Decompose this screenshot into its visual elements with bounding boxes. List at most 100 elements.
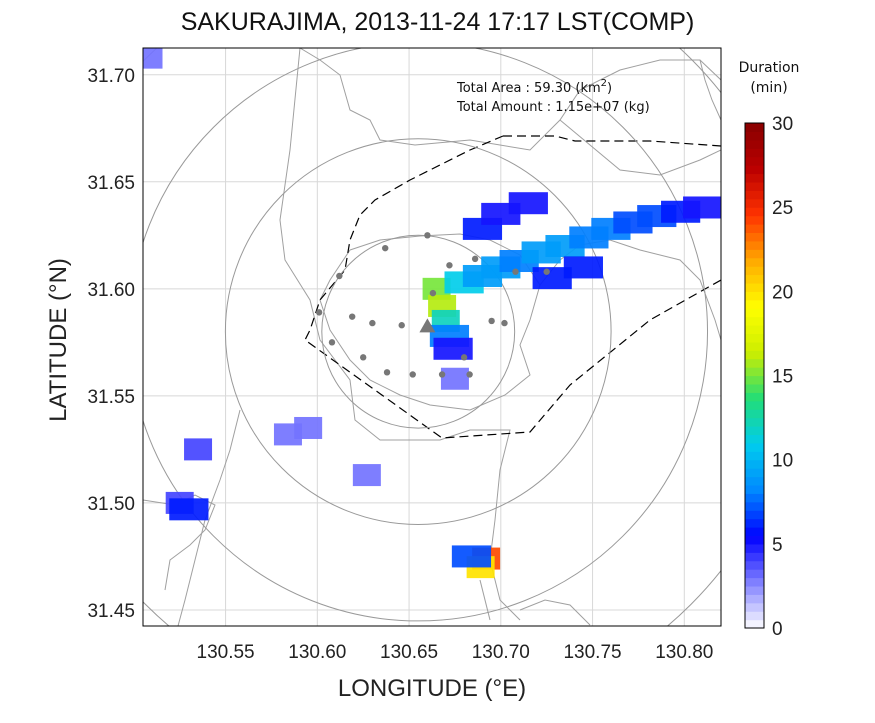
ash-cell	[143, 48, 163, 69]
colorbar-segment	[745, 173, 764, 183]
colorbar-segment	[745, 527, 764, 537]
colorbar-segment	[745, 569, 764, 579]
colorbar-segment	[745, 190, 764, 200]
station-marker	[471, 255, 479, 263]
colorbar-segment	[745, 367, 764, 377]
colorbar-segment	[745, 560, 764, 570]
station-marker	[336, 272, 343, 280]
colorbar-segment	[745, 434, 764, 444]
colorbar-segment	[745, 451, 764, 461]
range-ring	[143, 48, 708, 622]
station-marker	[488, 317, 495, 325]
ash-cell	[184, 438, 213, 461]
colorbar-segment	[745, 282, 764, 292]
ash-cell	[440, 367, 469, 390]
colorbar-segment	[745, 291, 764, 301]
station-marker	[512, 268, 519, 275]
total-area-annotation: Total Area : 59.30 (km2)	[456, 78, 612, 96]
y-tick-labels: 31.45 31.50 31.55 31.60 31.65 31.70	[87, 66, 135, 622]
ash-cell	[451, 545, 492, 568]
colorbar-segment	[745, 333, 764, 343]
colorbar-segment	[745, 198, 764, 208]
colorbar-segment	[745, 585, 764, 595]
colorbar-segment	[745, 341, 764, 351]
ash-cell	[422, 277, 451, 300]
station-marker	[424, 232, 431, 239]
total-amount-annotation: Total Amount : 1.15e+07 (kg)	[456, 100, 650, 115]
colorbar-segment	[745, 459, 764, 469]
colorbar-segment	[745, 611, 764, 621]
colorbar-segment	[745, 249, 764, 259]
colorbar-segment	[745, 240, 764, 250]
station-marker	[409, 371, 416, 378]
chart-title: SAKURAJIMA, 2013-11-24 17:17 LST(COMP)	[180, 8, 695, 36]
colorbar-segment	[745, 181, 764, 191]
colorbar: Duration (min) 0 5 10 15 20 25 30	[739, 60, 800, 640]
colorbar-segment	[745, 131, 764, 141]
colorbar-unit: (min)	[750, 80, 787, 96]
colorbar-tick-label: 10	[772, 451, 793, 472]
ash-cell	[169, 498, 209, 521]
y-tick-label: 31.65	[87, 173, 135, 194]
colorbar-segment	[745, 392, 764, 402]
colorbar-segment	[745, 207, 764, 217]
colorbar-tick-label: 0	[772, 619, 783, 640]
colorbar-segment	[745, 215, 764, 225]
station-marker	[315, 309, 323, 316]
colorbar-segment	[745, 518, 764, 528]
x-tick-label: 130.60	[288, 642, 346, 663]
x-tick-label: 130.65	[380, 642, 438, 663]
station-marker	[429, 289, 437, 297]
station-marker	[369, 319, 376, 327]
total-area-close: )	[607, 81, 612, 96]
station-marker	[438, 371, 446, 378]
colorbar-title: Duration	[739, 60, 800, 76]
station-marker	[348, 313, 356, 320]
y-tick-label: 31.55	[87, 387, 135, 408]
vent-triangle	[419, 318, 436, 333]
restricted-area-boundary	[304, 135, 721, 439]
colorbar-segment	[745, 308, 764, 318]
colorbar-segment	[745, 510, 764, 520]
colorbar-segment	[745, 501, 764, 511]
station-marker	[383, 369, 391, 376]
y-tick-label: 31.45	[87, 601, 135, 622]
ash-cell	[433, 337, 473, 360]
y-tick-label: 31.50	[87, 494, 135, 515]
station-marker	[359, 354, 367, 361]
station-marker	[328, 339, 336, 346]
plot-frame	[142, 47, 722, 627]
colorbar-segment	[745, 156, 764, 166]
station-marker	[398, 322, 405, 329]
colorbar-segment	[745, 325, 764, 335]
colorbar-segment	[745, 139, 764, 149]
colorbar-segment	[745, 594, 764, 604]
ash-cell	[508, 192, 548, 215]
colorbar-segment	[745, 123, 764, 133]
range-ring	[224, 138, 612, 526]
colorbar-segment	[745, 543, 764, 553]
volcano-vent-marker	[419, 318, 436, 333]
colorbar-segment	[745, 232, 764, 242]
colorbar-segment	[745, 535, 764, 545]
colorbar-segment	[745, 165, 764, 175]
colorbar-gradient	[745, 123, 764, 629]
x-tick-labels: 130.55 130.60 130.65 130.70 130.75 130.80	[197, 642, 714, 663]
colorbar-segment	[745, 316, 764, 326]
x-tick-label: 130.80	[655, 642, 713, 663]
ash-cell	[683, 196, 721, 219]
colorbar-segment	[745, 400, 764, 410]
total-area-text: Total Area : 59.30 (km	[456, 81, 601, 96]
station-marker	[382, 244, 389, 252]
x-tick-label: 130.55	[197, 642, 255, 663]
colorbar-segment	[745, 358, 764, 368]
colorbar-segment	[745, 266, 764, 276]
colorbar-segment	[745, 375, 764, 385]
ash-cell	[352, 464, 381, 487]
y-tick-label: 31.60	[87, 280, 135, 301]
ash-cell	[532, 267, 572, 290]
colorbar-segment	[745, 426, 764, 436]
range-ring	[321, 234, 516, 429]
x-axis-label: LONGITUDE (°E)	[338, 675, 526, 702]
